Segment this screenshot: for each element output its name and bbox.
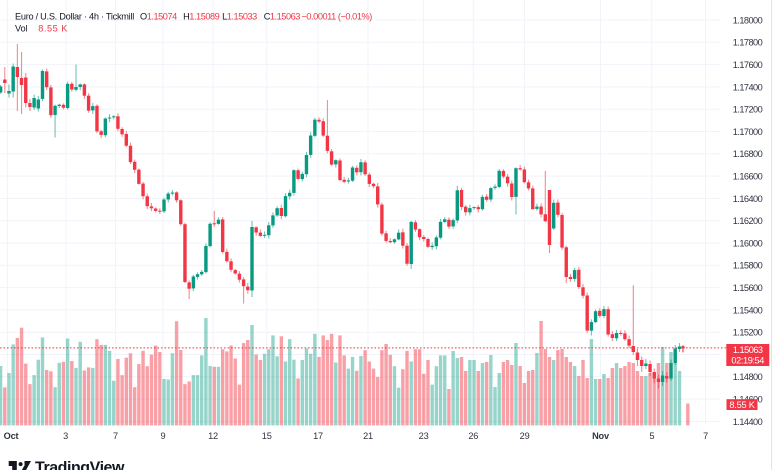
svg-text:21: 21 bbox=[363, 431, 373, 441]
svg-text:1.15200: 1.15200 bbox=[733, 328, 763, 338]
svg-text:7: 7 bbox=[703, 431, 708, 441]
svg-text:1.15800: 1.15800 bbox=[733, 261, 763, 271]
svg-text:1.16600: 1.16600 bbox=[733, 172, 763, 182]
svg-text:1.15600: 1.15600 bbox=[733, 283, 763, 293]
svg-text:1.17000: 1.17000 bbox=[733, 127, 763, 137]
svg-text:1.17200: 1.17200 bbox=[733, 105, 763, 115]
svg-text:1.18000: 1.18000 bbox=[733, 15, 763, 25]
svg-text:1.16000: 1.16000 bbox=[733, 238, 763, 248]
svg-text:Oct: Oct bbox=[4, 431, 19, 441]
svg-text:26: 26 bbox=[468, 431, 478, 441]
svg-text:1.16400: 1.16400 bbox=[733, 194, 763, 204]
svg-text:1.15400: 1.15400 bbox=[733, 305, 763, 315]
svg-text:1.17400: 1.17400 bbox=[733, 82, 763, 92]
svg-text:L1.15033: L1.15033 bbox=[222, 12, 257, 22]
svg-text:Euro / U.S. Dollar · 4h · Tick: Euro / U.S. Dollar · 4h · Tickmill bbox=[15, 12, 134, 22]
svg-text:1.14400: 1.14400 bbox=[733, 417, 763, 427]
svg-text:1.17800: 1.17800 bbox=[733, 38, 763, 48]
svg-text:3: 3 bbox=[63, 431, 68, 441]
svg-text:1.14800: 1.14800 bbox=[733, 372, 763, 382]
svg-text:−0.00011 (−0.01%): −0.00011 (−0.01%) bbox=[302, 12, 373, 22]
svg-text:1.16800: 1.16800 bbox=[733, 149, 763, 159]
svg-text:29: 29 bbox=[520, 431, 530, 441]
svg-text:C1.15063: C1.15063 bbox=[264, 12, 301, 22]
svg-text:15: 15 bbox=[262, 431, 272, 441]
svg-text:02:19:54: 02:19:54 bbox=[731, 355, 764, 365]
svg-text:17: 17 bbox=[313, 431, 323, 441]
svg-text:9: 9 bbox=[161, 431, 166, 441]
svg-text:TradingView: TradingView bbox=[35, 460, 125, 470]
svg-text:12: 12 bbox=[208, 431, 218, 441]
svg-text:H1.15089: H1.15089 bbox=[183, 12, 220, 22]
svg-text:8.55 K: 8.55 K bbox=[38, 23, 68, 33]
svg-text:O1.15074: O1.15074 bbox=[140, 12, 177, 22]
svg-text:23: 23 bbox=[419, 431, 429, 441]
svg-text:1.15063: 1.15063 bbox=[733, 345, 763, 355]
svg-text:Vol: Vol bbox=[15, 23, 28, 33]
svg-text:1.17600: 1.17600 bbox=[733, 60, 763, 70]
svg-text:7: 7 bbox=[113, 431, 118, 441]
svg-text:1.16200: 1.16200 bbox=[733, 216, 763, 226]
svg-text:8.55 K: 8.55 K bbox=[729, 400, 755, 410]
svg-text:Nov: Nov bbox=[592, 431, 610, 441]
svg-text:5: 5 bbox=[649, 431, 654, 441]
